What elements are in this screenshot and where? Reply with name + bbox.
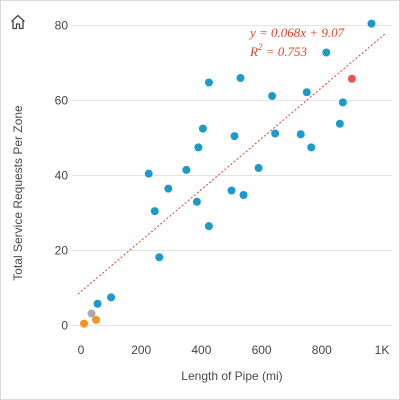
data-point[interactable] <box>182 165 191 174</box>
data-point[interactable] <box>367 19 376 28</box>
gridlines <box>72 25 392 326</box>
data-point[interactable] <box>268 92 277 100</box>
x-tick-label: 200 <box>131 343 151 357</box>
data-point[interactable] <box>236 74 245 82</box>
data-point[interactable] <box>239 191 248 199</box>
data-point[interactable] <box>335 119 344 128</box>
x-tick-label: 0 <box>78 343 85 357</box>
y-axis-ticks: 0 20 40 60 80 <box>55 19 69 333</box>
home-button[interactable] <box>7 11 29 33</box>
x-tick-label: 1K <box>375 343 390 357</box>
data-point[interactable] <box>307 143 316 152</box>
data-point[interactable] <box>144 169 153 178</box>
r-squared-r: R <box>249 44 258 59</box>
x-tick-label: 600 <box>252 343 272 357</box>
y-tick-label: 80 <box>55 19 69 33</box>
data-point[interactable] <box>194 143 203 152</box>
data-point[interactable] <box>87 309 96 318</box>
data-point[interactable] <box>192 197 201 206</box>
data-point[interactable] <box>347 74 356 83</box>
data-point[interactable] <box>204 222 213 231</box>
data-point[interactable] <box>80 319 89 328</box>
data-point[interactable] <box>164 184 173 193</box>
data-points <box>80 19 376 328</box>
data-point[interactable] <box>107 293 116 302</box>
x-tick-label: 800 <box>312 343 332 357</box>
y-tick-label: 0 <box>61 319 68 333</box>
data-point[interactable] <box>198 124 207 133</box>
data-point[interactable] <box>92 315 101 324</box>
x-tick-label: 400 <box>191 343 211 357</box>
trendline <box>77 33 386 295</box>
trendline-equation: y = 0.068x + 9.07 <box>248 25 345 40</box>
x-axis-ticks: 0 200 400 600 800 1K <box>78 343 390 357</box>
data-point[interactable] <box>254 164 263 172</box>
data-point[interactable] <box>302 88 311 97</box>
y-tick-label: 20 <box>55 244 69 258</box>
x-axis-title: Length of Pipe (mi) <box>181 369 282 383</box>
data-point[interactable] <box>155 253 164 262</box>
data-point[interactable] <box>296 130 305 139</box>
data-point[interactable] <box>93 299 102 308</box>
y-tick-label: 40 <box>55 169 69 183</box>
data-point[interactable] <box>227 186 236 195</box>
data-point[interactable] <box>230 132 239 141</box>
home-icon <box>11 14 25 30</box>
data-point[interactable] <box>322 48 331 57</box>
r-squared-exponent: 2 <box>258 42 263 52</box>
data-point[interactable] <box>271 129 280 138</box>
y-tick-label: 60 <box>55 94 69 108</box>
data-point[interactable] <box>204 78 213 87</box>
r-squared-value: = 0.753 <box>262 44 307 59</box>
r-squared-label: R2 = 0.753 <box>249 42 307 59</box>
data-point[interactable] <box>150 207 159 216</box>
y-axis-title: Total Service Requests Per Zone <box>11 105 25 281</box>
data-point[interactable] <box>338 98 347 107</box>
